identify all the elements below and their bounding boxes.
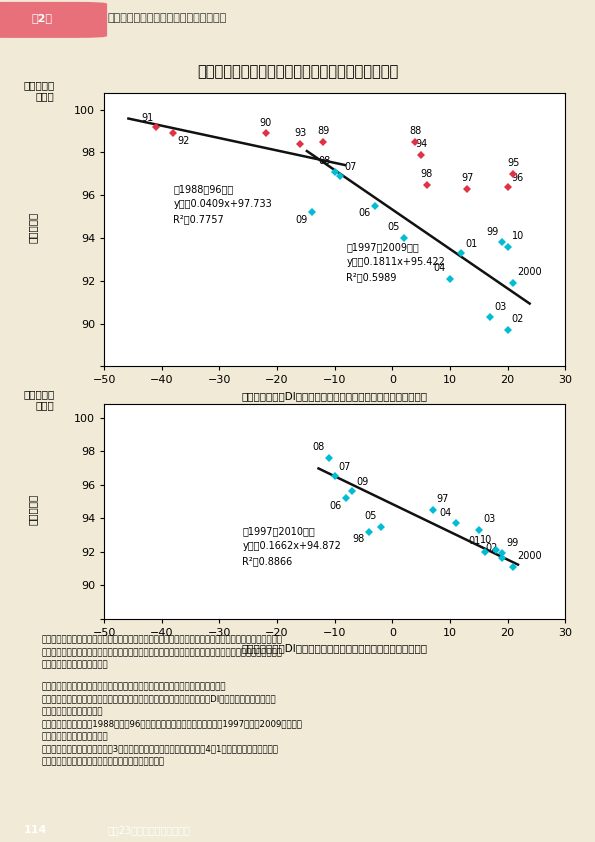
Text: 01: 01: [466, 239, 478, 248]
Text: 91: 91: [141, 113, 154, 123]
Text: （高校卒）: （高校卒）: [24, 80, 55, 90]
Text: （％）: （％）: [36, 91, 55, 101]
Text: 07: 07: [345, 162, 357, 172]
Text: 平成23年版　労働経済の分析: 平成23年版 労働経済の分析: [107, 825, 190, 835]
X-axis label: 〔雇用人員判断DI〕　　（％ポイント（「過剰」－「不足」））: 〔雇用人員判断DI〕 （％ポイント（「過剰」－「不足」））: [242, 643, 428, 653]
Text: 経済社会の推移と世代ごとにみた働き方: 経済社会の推移と世代ごとにみた働き方: [107, 13, 226, 24]
Text: 06: 06: [330, 501, 342, 510]
Text: 02: 02: [486, 543, 497, 553]
Text: 96: 96: [512, 173, 524, 183]
Text: 89: 89: [317, 126, 329, 136]
Text: 07: 07: [339, 462, 351, 472]
Text: 第２－（２）－４図　学歴別就職率と雇用人員判断: 第２－（２）－４図 学歴別就職率と雇用人員判断: [197, 64, 398, 79]
Text: 05: 05: [364, 511, 377, 521]
Text: 05: 05: [387, 222, 400, 232]
Text: 99: 99: [487, 226, 499, 237]
Text: 10: 10: [480, 535, 492, 545]
Text: 99: 99: [506, 538, 518, 548]
Text: 04: 04: [439, 508, 452, 518]
Text: 第2章: 第2章: [31, 13, 52, 24]
Text: 10: 10: [512, 231, 524, 241]
Text: （就職率）: （就職率）: [28, 493, 37, 525]
X-axis label: 〔雇用人員判断DI〕　　（％ポイント（「過剰」－「不足」））: 〔雇用人員判断DI〕 （％ポイント（「過剰」－「不足」））: [242, 391, 428, 401]
Text: 2000: 2000: [518, 552, 542, 562]
Text: 01: 01: [468, 536, 480, 546]
Text: 08: 08: [312, 442, 325, 452]
Text: （注）　１）雇用人員判断は、四半期値を単純平均して年平均を作成したもの。
　　　　２）年は卒業年。卒業年の就職率と卒業年の前年の雇用人員判断DIを取り、プロット: （注） １）雇用人員判断は、四半期値を単純平均して年平均を作成したもの。 ２）年…: [42, 682, 302, 766]
Text: 94: 94: [415, 139, 427, 149]
Text: 09: 09: [356, 477, 368, 488]
Text: 2000: 2000: [518, 268, 542, 277]
Text: 資料出所　厚生労働省・文部科学省「大学等卒業予定者就職内定状況等調査」「高校・中学新卒者の就職
　　　　　内定状況等調査」、日本銀行「全国企業短期経済観測調査」: 資料出所 厚生労働省・文部科学省「大学等卒業予定者就職内定状況等調査」「高校・中…: [42, 636, 283, 669]
Text: 98: 98: [421, 169, 433, 179]
Text: 93: 93: [294, 128, 306, 138]
Text: （1997～2010年）
y＝－0.1662x+94.872
R²＝0.8866: （1997～2010年） y＝－0.1662x+94.872 R²＝0.8866: [243, 526, 342, 566]
Text: 88: 88: [409, 126, 421, 136]
Text: 90: 90: [259, 118, 272, 128]
Text: 09: 09: [295, 215, 308, 225]
Text: 97: 97: [437, 494, 449, 504]
Text: 04: 04: [434, 263, 446, 273]
Text: （就職率）: （就職率）: [28, 211, 37, 243]
Text: 98: 98: [353, 534, 365, 544]
Text: 92: 92: [177, 136, 190, 146]
Text: 02: 02: [512, 314, 524, 324]
Text: 03: 03: [483, 514, 495, 525]
Text: 06: 06: [359, 209, 371, 218]
FancyBboxPatch shape: [0, 2, 107, 38]
Text: 03: 03: [494, 301, 507, 312]
Text: （1997～2009年）
y＝－0.1811x+95.422
R²＝0.5989: （1997～2009年） y＝－0.1811x+95.422 R²＝0.5989: [346, 242, 445, 282]
Text: 08: 08: [318, 156, 330, 166]
Text: 97: 97: [461, 173, 474, 184]
Text: （大学卒）: （大学卒）: [24, 389, 55, 399]
Text: （1988～96年）
y＝－0.0409x+97.733
R²＝0.7757: （1988～96年） y＝－0.0409x+97.733 R²＝0.7757: [173, 184, 272, 224]
Text: 114: 114: [24, 825, 48, 835]
Text: （％）: （％）: [36, 400, 55, 410]
Text: 95: 95: [507, 158, 519, 168]
